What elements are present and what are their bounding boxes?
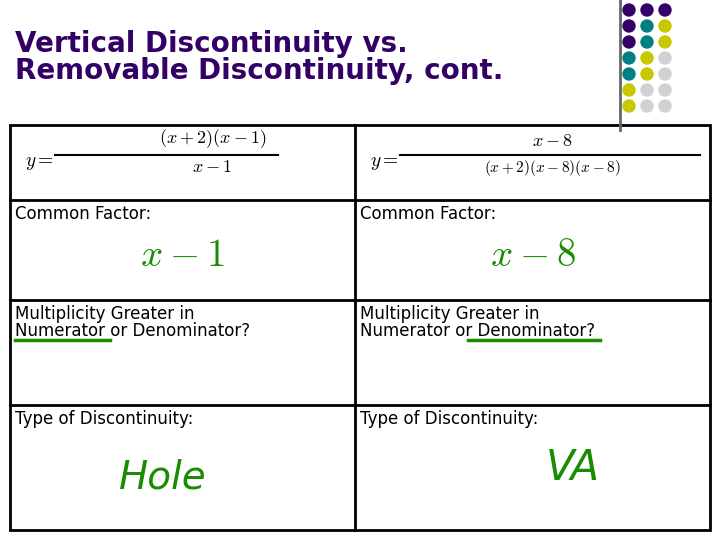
Text: $y=$: $y=$ [370, 153, 399, 172]
Text: $y=$: $y=$ [25, 153, 54, 172]
Circle shape [623, 84, 635, 96]
Circle shape [659, 84, 671, 96]
Circle shape [659, 4, 671, 16]
Text: Removable Discontinuity, cont.: Removable Discontinuity, cont. [15, 57, 503, 85]
Circle shape [641, 36, 653, 48]
Text: Vertical Discontinuity vs.: Vertical Discontinuity vs. [15, 30, 408, 58]
Circle shape [641, 20, 653, 32]
Circle shape [641, 68, 653, 80]
Text: $x-1$: $x-1$ [140, 236, 225, 274]
Text: Multiplicity Greater in: Multiplicity Greater in [15, 305, 194, 323]
Circle shape [623, 36, 635, 48]
Text: Multiplicity Greater in: Multiplicity Greater in [360, 305, 539, 323]
Circle shape [623, 100, 635, 112]
Circle shape [659, 20, 671, 32]
Circle shape [641, 4, 653, 16]
Text: Common Factor:: Common Factor: [15, 205, 151, 223]
Text: $(x+2)(x-1)$: $(x+2)(x-1)$ [158, 128, 266, 151]
Circle shape [623, 20, 635, 32]
Text: Type of Discontinuity:: Type of Discontinuity: [15, 410, 194, 428]
Circle shape [623, 4, 635, 16]
Circle shape [623, 68, 635, 80]
Text: Common Factor:: Common Factor: [360, 205, 496, 223]
Text: $x-1$: $x-1$ [192, 158, 233, 176]
Circle shape [641, 52, 653, 64]
Circle shape [623, 52, 635, 64]
Text: Hole: Hole [119, 458, 207, 496]
Text: $x-8$: $x-8$ [490, 236, 575, 274]
Circle shape [641, 84, 653, 96]
Circle shape [659, 36, 671, 48]
Text: VA: VA [546, 447, 600, 489]
Text: Type of Discontinuity:: Type of Discontinuity: [360, 410, 539, 428]
Text: Numerator or Denominator?: Numerator or Denominator? [15, 322, 250, 340]
Text: $x-8$: $x-8$ [532, 132, 573, 151]
Circle shape [659, 52, 671, 64]
Circle shape [659, 100, 671, 112]
Bar [10, 125, 710, 530]
Text: $(x+2)(x-8)(x-8)$: $(x+2)(x-8)(x-8)$ [484, 158, 621, 178]
Circle shape [659, 68, 671, 80]
Text: Numerator or Denominator?: Numerator or Denominator? [360, 322, 595, 340]
Circle shape [641, 100, 653, 112]
